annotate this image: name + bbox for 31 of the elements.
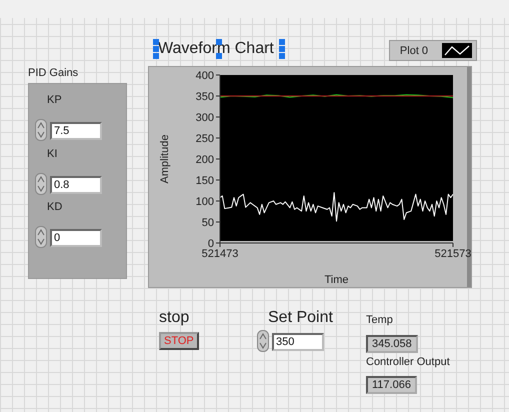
text: KD: [47, 201, 62, 213]
text: 345.058: [366, 335, 418, 353]
y-tick-label: 150: [196, 174, 214, 187]
text: 0.8: [50, 176, 102, 194]
text: PID Gains: [28, 67, 78, 79]
x-tick-label: 521473: [202, 248, 238, 260]
text: 0: [50, 229, 102, 247]
text: stop: [159, 309, 190, 327]
text: KP: [47, 94, 62, 106]
x-tick-label: 521573: [434, 248, 472, 260]
y-tick-label: 100: [196, 196, 214, 208]
y-axis-title: Amplitude: [158, 134, 171, 184]
y-tick-label: 300: [196, 112, 214, 124]
legend-label: Plot 0: [398, 44, 430, 56]
line-series: [220, 192, 453, 222]
text: Temp: [366, 314, 393, 326]
text: 117.066: [366, 376, 417, 394]
text: STOP: [159, 332, 199, 350]
text: Controller Output: [366, 356, 450, 368]
x-axis-title: Time: [324, 274, 349, 286]
y-tick-label: 0: [208, 238, 214, 250]
text: 7.5: [50, 122, 102, 140]
y-tick-label: 400: [196, 70, 214, 82]
y-tick-label: 250: [196, 132, 214, 145]
text: 350: [272, 333, 324, 351]
text: Set Point: [268, 309, 333, 327]
text: KI: [47, 148, 58, 160]
y-tick-label: 200: [196, 154, 214, 166]
y-tick-label: 50: [202, 216, 214, 229]
chart-title: Waveform Chart: [158, 40, 274, 58]
y-tick-label: 350: [196, 90, 214, 103]
